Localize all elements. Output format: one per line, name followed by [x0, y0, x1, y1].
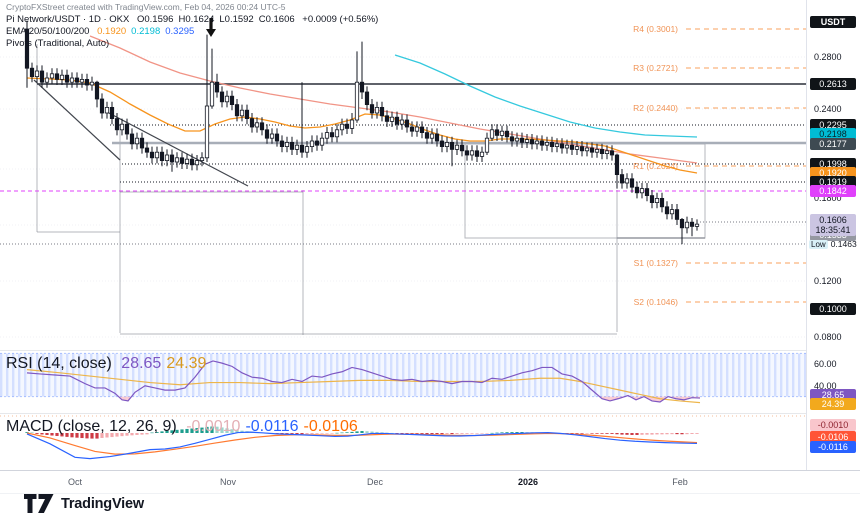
svg-text:S2 (0.1046): S2 (0.1046) — [634, 297, 679, 307]
ema-value: 0.1920 — [97, 26, 127, 37]
svg-text:R4 (0.3001): R4 (0.3001) — [633, 24, 678, 34]
rsi-oversold-fill — [118, 396, 700, 402]
countdown: 18:35:41 — [815, 225, 851, 235]
watermark-text: CryptoFXStreet created with TradingView.… — [6, 2, 286, 12]
price-badge: 0.1000 — [810, 303, 856, 315]
trendlines — [33, 79, 249, 187]
down-arrow-annotation — [205, 18, 216, 37]
symbol-title: Pi Network/USDT · 1D · OKX — [6, 14, 130, 25]
ohlc-item: H0.1624 — [178, 14, 215, 25]
macd-signal-line — [26, 432, 698, 455]
time-axis-label: Dec — [366, 477, 384, 487]
ohlc-item: O0.1596 — [137, 14, 174, 25]
time-axis-label: Oct — [67, 477, 83, 487]
macd-title: MACD (close, 12, 26, 9) — [6, 418, 177, 435]
price-badge: -0.0106 — [810, 431, 856, 443]
price-badge: -0.0010 — [810, 419, 856, 431]
pane-separator[interactable] — [0, 350, 860, 351]
macd-values: -0.0010 -0.0116 -0.0106 — [186, 418, 363, 435]
tradingview-logo-icon — [24, 494, 54, 513]
tradingview-logo-text: TradingView — [61, 495, 144, 512]
ema100-line — [89, 35, 698, 164]
ema-value: 0.2198 — [131, 26, 161, 37]
macd-value: -0.0010 — [186, 418, 241, 435]
rsi-value: 28.65 — [121, 355, 162, 372]
candles-layer — [24, 20, 700, 245]
rsi-values: 28.65 24.39 — [121, 355, 211, 372]
ema-label: EMA 20/50/100/200 — [6, 26, 90, 37]
ohlc-values: O0.1596 H0.1624 L0.1592 C0.1606 — [137, 14, 300, 25]
horizontal-lines — [0, 83, 806, 245]
time-axis-label: 2026 — [517, 477, 539, 487]
rsi-value: 24.39 — [166, 355, 207, 372]
main-chart[interactable]: R4 (0.3001) R3 (0.2721) R2 (0.2440) R1 (0.2… — [0, 0, 806, 470]
low-value: 0.1463 — [830, 239, 857, 249]
pivots-legend[interactable]: Pivots (Traditional, Auto) — [6, 38, 109, 49]
rsi-legend[interactable]: RSI (14, close) 28.65 24.39 — [6, 355, 211, 373]
last-price-badge: 0.1606 18:35:41 — [810, 214, 856, 236]
rsi-line — [26, 360, 701, 403]
axis-tick: 0.0800 — [814, 332, 842, 342]
price-badge: 0.2613 — [810, 78, 856, 90]
ema-value: 0.3295 — [165, 26, 195, 37]
rsi-title: RSI (14, close) — [6, 355, 112, 372]
ema50-line — [394, 54, 698, 138]
axis-tick: 0.1200 — [814, 276, 842, 286]
svg-text:R2 (0.2440): R2 (0.2440) — [633, 103, 678, 113]
symbol-legend[interactable]: Pi Network/USDT · 1D · OKX O0.1596 H0.162… — [6, 14, 383, 25]
last-price-value: 0.1606 — [819, 215, 847, 225]
axis-tick: 0.2400 — [814, 104, 842, 114]
time-axis-label: Feb — [672, 477, 688, 487]
price-badge: 24.39 — [810, 398, 856, 410]
macd-histogram — [25, 426, 699, 439]
ema-legend[interactable]: EMA 20/50/100/200 0.1920 0.2198 0.3295 — [6, 26, 199, 37]
rsi-ma-line — [26, 369, 701, 404]
svg-text:R1 (0.2024): R1 (0.2024) — [633, 161, 678, 171]
price-badge: 0.2198 — [810, 128, 856, 140]
ohlc-item: L0.1592 — [219, 14, 254, 25]
macd-value: -0.0116 — [245, 418, 299, 435]
macd-line — [26, 431, 698, 460]
axis-unit-badge: USDT — [810, 16, 856, 28]
svg-text:S1 (0.1327): S1 (0.1327) — [634, 258, 679, 268]
axis-tick: 40.00 — [814, 381, 837, 391]
low-marker: Low 0.1463 — [809, 239, 857, 249]
tradingview-logo[interactable]: TradingView — [24, 494, 144, 513]
macd-value: -0.0106 — [303, 418, 358, 435]
drawing-tools — [36, 44, 706, 335]
price-badge: 0.1842 — [810, 185, 856, 197]
time-axis[interactable]: Oct Nov Dec 2026 Feb — [0, 470, 860, 494]
pivot-lines: R4 (0.3001) R3 (0.2721) R2 (0.2440) R1 (0.2… — [633, 24, 806, 307]
ema-values: 0.1920 0.2198 0.3295 — [97, 26, 199, 37]
macd-legend[interactable]: MACD (close, 12, 26, 9) -0.0010 -0.0116 -0… — [6, 418, 363, 436]
price-badge: 0.2177 — [810, 138, 856, 150]
ohlc-item: C0.1606 — [258, 14, 295, 25]
pivots-label: Pivots (Traditional, Auto) — [6, 38, 110, 49]
axis-tick: 60.00 — [814, 359, 837, 369]
svg-text:R3 (0.2721): R3 (0.2721) — [633, 63, 678, 73]
change-value: +0.0009 (+0.56%) — [302, 14, 379, 25]
axis-tick: 0.2800 — [814, 52, 842, 62]
low-chip: Low — [809, 239, 828, 249]
pane-separator[interactable] — [0, 413, 860, 414]
axis-tick: 0.1800 — [814, 193, 842, 203]
price-axis[interactable]: USDT 0.2800 0.2400 0.1800 0.1200 0.0800 60.00… — [806, 0, 860, 470]
price-badge: -0.0116 — [810, 441, 856, 453]
time-axis-label: Nov — [219, 477, 237, 487]
